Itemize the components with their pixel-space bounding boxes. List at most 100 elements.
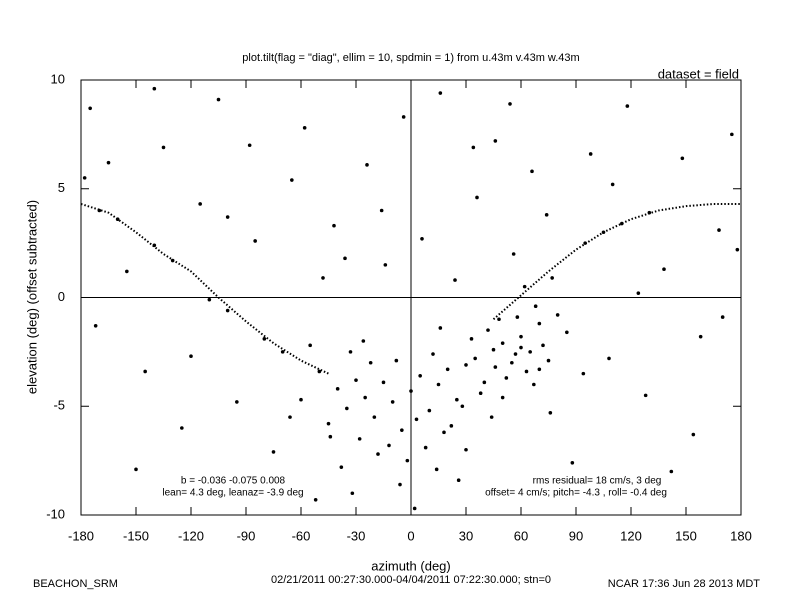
data-point	[390, 400, 395, 404]
annotation: lean= 4.3 deg, leanaz= -3.9 deg	[162, 488, 303, 499]
data-point	[423, 445, 428, 450]
data-point	[143, 369, 147, 374]
data-point	[299, 397, 303, 402]
data-point	[680, 156, 685, 161]
data-point	[508, 102, 512, 106]
data-point	[189, 354, 193, 359]
data-point	[471, 145, 476, 150]
data-point	[497, 317, 501, 322]
data-point	[339, 465, 344, 469]
data-point	[550, 276, 554, 280]
data-point	[290, 178, 294, 182]
y-tick-label: 10	[51, 71, 65, 86]
data-point	[225, 308, 230, 313]
data-point	[332, 223, 336, 228]
data-point	[449, 424, 454, 428]
data-point	[343, 256, 347, 261]
data-point	[493, 139, 498, 143]
data-point	[313, 497, 318, 502]
data-point	[455, 397, 459, 402]
data-point	[93, 323, 98, 328]
data-point	[387, 443, 391, 448]
data-point	[431, 352, 435, 356]
data-point	[453, 278, 457, 282]
data-point	[491, 347, 496, 352]
data-point	[376, 452, 380, 456]
x-tick-label: -180	[68, 528, 94, 543]
data-point	[519, 334, 523, 339]
x-tick-label: -60	[292, 528, 311, 543]
data-point	[328, 434, 333, 439]
data-point	[698, 334, 703, 339]
data-point	[125, 269, 129, 274]
data-point	[442, 430, 446, 435]
data-point	[511, 252, 516, 256]
data-point	[106, 160, 111, 165]
data-point	[308, 343, 312, 348]
x-tick-label: -120	[178, 528, 204, 543]
data-point	[321, 276, 325, 280]
data-point	[350, 491, 355, 496]
data-point	[262, 337, 267, 341]
fit-curve	[80, 202, 741, 375]
data-point	[510, 360, 514, 365]
data-point	[253, 239, 257, 243]
data-point	[247, 143, 252, 148]
annotation: BEACHON_SRM	[33, 578, 118, 590]
data-point	[361, 339, 366, 343]
data-point	[662, 267, 666, 272]
data-point	[456, 478, 461, 483]
data-point	[643, 393, 648, 398]
y-axis-label: elevation (deg) (offset subtracted)	[24, 200, 39, 394]
data-point	[504, 376, 509, 380]
data-point	[530, 169, 534, 174]
data-point	[438, 326, 443, 330]
data-point	[588, 152, 593, 156]
data-point	[280, 350, 285, 354]
data-point	[365, 163, 369, 167]
data-point	[434, 467, 439, 472]
data-point	[546, 358, 551, 363]
data-point	[288, 415, 292, 419]
data-point	[533, 304, 538, 309]
data-point	[570, 461, 575, 465]
data-point	[500, 341, 505, 345]
data-point	[486, 328, 490, 332]
x-tick-label: 120	[620, 528, 642, 543]
data-point	[493, 365, 498, 369]
data-point	[326, 421, 331, 426]
data-point	[198, 202, 202, 206]
annotation: 02/21/2011 00:27:30.000-04/04/2011 07:22…	[271, 574, 551, 586]
data-point	[500, 395, 505, 400]
data-point	[317, 369, 322, 374]
data-point	[489, 415, 494, 419]
annotation: b = -0.036 -0.075 0.008	[181, 476, 286, 487]
data-point	[669, 469, 674, 474]
data-point	[394, 358, 399, 363]
data-point	[524, 369, 529, 374]
data-point	[420, 236, 424, 241]
data-point	[478, 391, 483, 396]
data-point	[464, 363, 468, 367]
data-point	[544, 213, 549, 217]
data-point	[235, 400, 239, 404]
data-point	[555, 313, 560, 317]
data-point	[372, 415, 377, 419]
data-point	[152, 86, 157, 91]
y-tick-label: -5	[53, 398, 65, 413]
data-point	[225, 215, 230, 219]
x-tick-label: 90	[569, 528, 583, 543]
data-point	[469, 337, 474, 341]
annotation: rms residual= 18 cm/s, 3 deg	[533, 476, 662, 487]
data-point	[88, 106, 92, 111]
data-point	[414, 417, 419, 422]
data-point	[368, 360, 373, 365]
chart-subtitle: dataset = field	[658, 66, 739, 81]
data-point	[438, 91, 443, 95]
data-point	[475, 195, 479, 200]
data-point	[412, 506, 417, 511]
data-point	[548, 410, 553, 415]
data-point	[541, 343, 545, 348]
